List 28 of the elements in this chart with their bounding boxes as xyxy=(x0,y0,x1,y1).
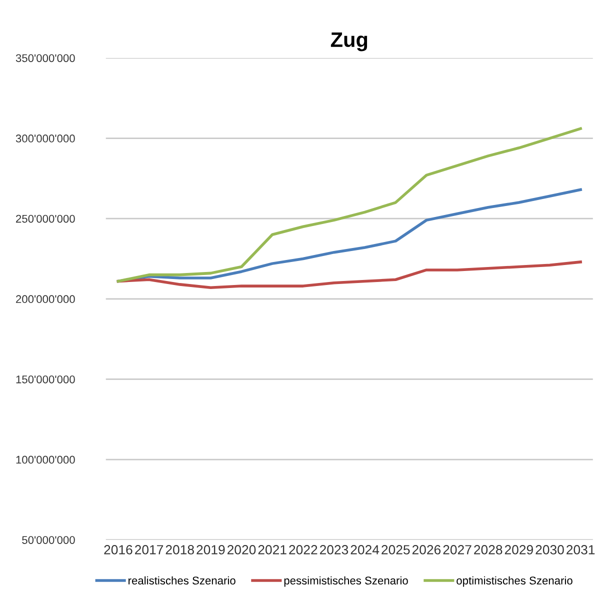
y-tick-label: 200'000'000 xyxy=(16,295,75,304)
x-tick-label: 2030 xyxy=(536,545,564,554)
x-tick-label: 2028 xyxy=(474,545,502,554)
legend-label: pessimistisches Szenario xyxy=(284,576,408,587)
y-tick-label: 50'000'000 xyxy=(22,536,75,544)
x-tick-label: 2019 xyxy=(196,545,225,554)
legend-label: optimistisches Szenario xyxy=(456,576,572,587)
y-tick-label: 250'000'000 xyxy=(16,214,75,223)
y-tick-label: 350'000'000 xyxy=(16,54,75,62)
x-tick-label: 2022 xyxy=(289,545,318,554)
chart-title: Zug xyxy=(330,32,368,52)
x-tick-label: 2021 xyxy=(258,545,286,554)
line-series xyxy=(116,127,582,283)
x-tick-label: 2023 xyxy=(320,545,348,554)
y-tick-label: 150'000'000 xyxy=(16,375,75,384)
legend-label: realistisches Szenario xyxy=(128,576,236,585)
x-tick-label: 2020 xyxy=(227,545,256,554)
x-tick-label: 2016 xyxy=(104,545,132,554)
x-tick-label: 2026 xyxy=(412,545,441,554)
x-tick-label: 2018 xyxy=(166,545,194,554)
x-tick-label: 2024 xyxy=(350,545,380,554)
x-tick-label: 2025 xyxy=(382,545,410,554)
x-tick-label: 2029 xyxy=(504,545,533,554)
x-tick-label: 2031 xyxy=(566,545,595,554)
y-tick-label: 300'000'000 xyxy=(16,134,75,142)
x-tick-label: 2017 xyxy=(135,545,164,554)
y-tick-label: 100'000'000 xyxy=(16,456,75,464)
x-tick-label: 2027 xyxy=(443,545,472,554)
